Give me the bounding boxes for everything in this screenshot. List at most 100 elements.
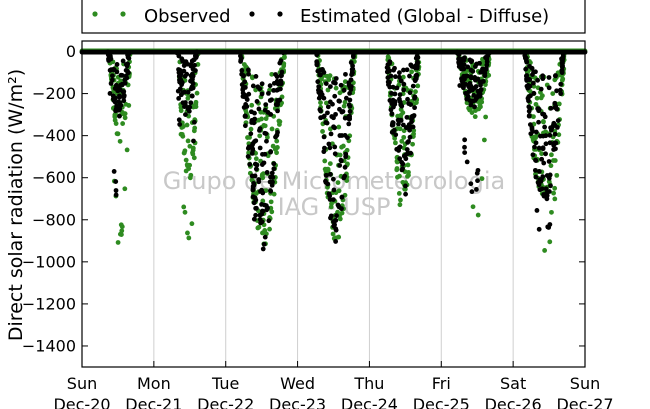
data-point bbox=[400, 74, 406, 80]
data-point bbox=[401, 134, 407, 140]
data-point bbox=[344, 147, 350, 153]
data-point bbox=[246, 91, 252, 97]
data-point bbox=[332, 93, 338, 99]
data-point bbox=[121, 93, 127, 98]
data-point bbox=[473, 108, 478, 113]
data-point bbox=[246, 150, 252, 156]
data-point bbox=[546, 75, 552, 80]
data-point bbox=[181, 63, 187, 68]
data-point bbox=[108, 81, 114, 86]
x-tick-label-day: Tue bbox=[211, 374, 239, 393]
data-point bbox=[324, 166, 330, 172]
data-point bbox=[553, 146, 558, 152]
y-tick-label: −1000 bbox=[22, 252, 76, 271]
data-point bbox=[560, 51, 566, 57]
data-point bbox=[466, 89, 472, 95]
data-point bbox=[524, 78, 530, 83]
data-point bbox=[315, 79, 321, 85]
data-point bbox=[320, 129, 325, 134]
data-point bbox=[337, 133, 343, 138]
data-point bbox=[327, 171, 333, 177]
data-point bbox=[328, 215, 333, 221]
data-point bbox=[249, 102, 255, 108]
data-point bbox=[109, 73, 115, 79]
x-tick-label-date: Dec-22 bbox=[197, 395, 254, 409]
data-point bbox=[540, 111, 545, 117]
data-point bbox=[547, 132, 553, 138]
data-point bbox=[339, 194, 345, 200]
data-point bbox=[267, 98, 273, 103]
data-point bbox=[186, 235, 192, 241]
data-point bbox=[273, 72, 278, 77]
data-point bbox=[191, 155, 197, 161]
data-point bbox=[484, 62, 490, 68]
data-point bbox=[241, 62, 247, 67]
data-point bbox=[546, 85, 552, 91]
data-point bbox=[188, 63, 194, 69]
data-point bbox=[270, 174, 276, 180]
data-point bbox=[541, 160, 547, 166]
data-point bbox=[322, 145, 327, 151]
data-point bbox=[122, 186, 128, 192]
data-point bbox=[257, 133, 263, 139]
data-point bbox=[115, 131, 121, 137]
data-point bbox=[542, 248, 548, 253]
data-point bbox=[350, 53, 356, 59]
x-tick-label-day: Sun bbox=[570, 374, 600, 393]
data-point bbox=[396, 190, 402, 196]
data-point bbox=[526, 113, 532, 118]
data-point bbox=[536, 108, 542, 114]
data-point bbox=[397, 113, 403, 119]
data-point bbox=[318, 100, 323, 106]
data-point bbox=[532, 144, 537, 150]
data-point bbox=[314, 50, 319, 56]
data-point bbox=[178, 92, 184, 98]
data-point bbox=[407, 73, 412, 79]
data-point bbox=[176, 117, 182, 123]
data-point bbox=[396, 74, 402, 80]
data-point bbox=[552, 77, 558, 83]
data-point bbox=[472, 114, 478, 120]
data-point bbox=[398, 197, 403, 203]
data-point bbox=[388, 73, 394, 79]
data-point bbox=[554, 106, 560, 112]
data-point bbox=[546, 159, 552, 164]
data-point bbox=[117, 94, 123, 100]
data-point bbox=[268, 199, 274, 205]
data-point bbox=[412, 78, 418, 84]
data-point bbox=[281, 63, 287, 69]
data-point bbox=[259, 172, 265, 177]
data-point bbox=[480, 69, 486, 75]
legend-marker-estimated bbox=[249, 11, 283, 17]
data-point bbox=[328, 204, 334, 210]
data-point bbox=[123, 101, 129, 107]
data-point bbox=[533, 158, 539, 163]
data-point bbox=[180, 100, 186, 106]
data-point bbox=[462, 137, 468, 143]
data-point bbox=[347, 109, 353, 114]
data-point bbox=[341, 103, 347, 109]
data-point bbox=[349, 72, 354, 78]
data-point bbox=[190, 73, 196, 79]
data-point bbox=[525, 95, 531, 101]
data-point bbox=[410, 141, 415, 147]
data-point bbox=[280, 50, 286, 56]
data-point bbox=[274, 138, 280, 144]
data-point bbox=[465, 64, 471, 70]
data-point bbox=[529, 65, 535, 71]
data-point bbox=[405, 96, 410, 102]
data-point bbox=[194, 49, 200, 55]
data-point bbox=[325, 87, 331, 93]
data-point bbox=[389, 111, 395, 117]
data-point bbox=[554, 88, 560, 94]
data-point bbox=[184, 162, 190, 168]
data-point bbox=[537, 133, 543, 139]
data-point bbox=[322, 158, 328, 164]
data-point bbox=[333, 85, 339, 91]
data-point bbox=[341, 87, 347, 93]
data-point bbox=[257, 216, 263, 222]
data-point bbox=[559, 77, 565, 83]
data-point bbox=[330, 176, 336, 182]
data-point bbox=[257, 127, 262, 133]
data-point bbox=[189, 221, 195, 227]
